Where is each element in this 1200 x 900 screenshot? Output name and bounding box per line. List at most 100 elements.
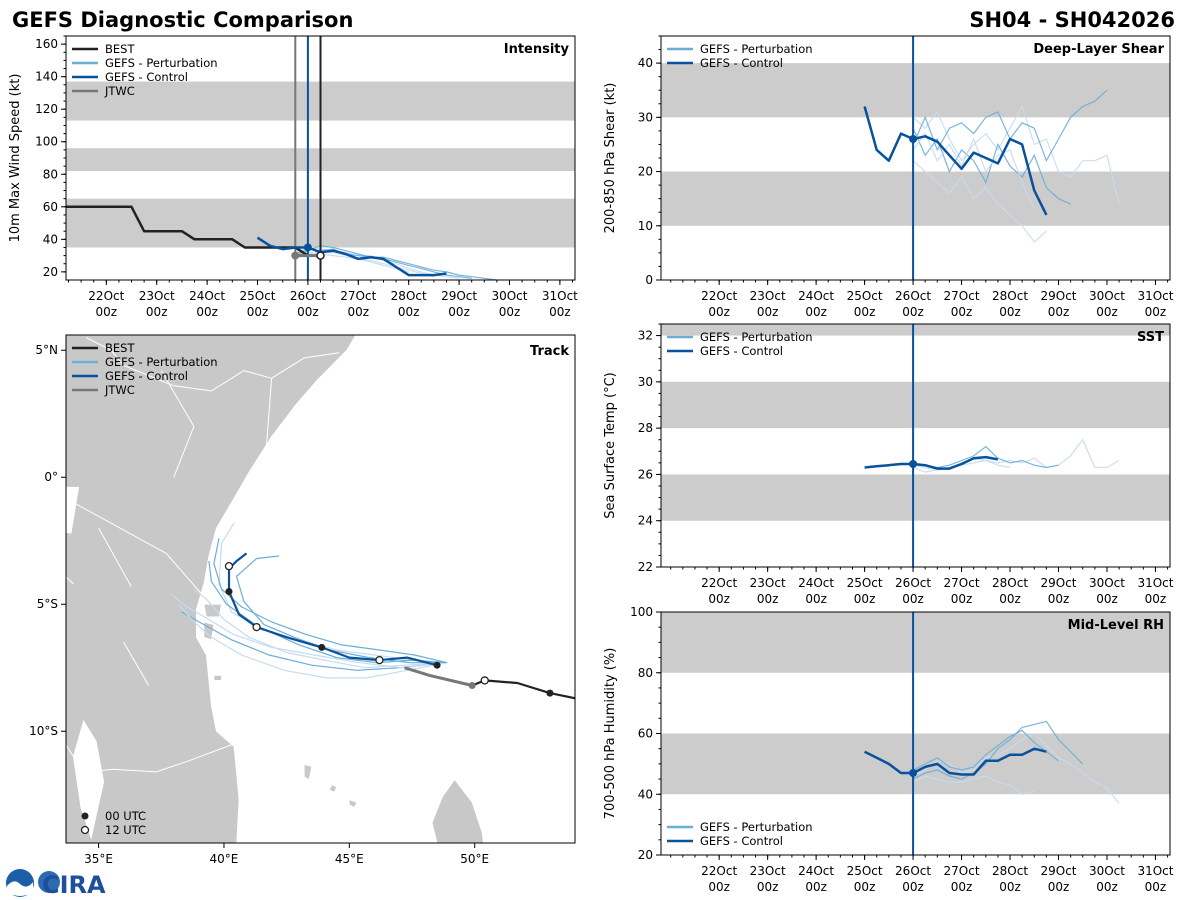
shear-xtick-day: 23Oct — [750, 289, 786, 303]
grande-comore-island — [303, 763, 313, 781]
sst-ytick-label: 24 — [638, 514, 653, 528]
sst-legend-perturbation: GEFS - Perturbation — [700, 330, 813, 344]
shear-ylabel: 200-850 hPa Shear (kt) — [603, 83, 618, 234]
country-border — [66, 744, 74, 757]
intensity-frame — [65, 35, 576, 281]
shear-data — [863, 36, 1120, 280]
country-border — [123, 642, 150, 686]
sst-xtick-hour: 00z — [1145, 592, 1167, 606]
shear-legend-perturbation: GEFS - Perturbation — [700, 42, 813, 56]
intensity-legend-control: GEFS - Control — [105, 70, 188, 84]
rh-xtick-day: 28Oct — [992, 864, 1028, 878]
pemba-island — [203, 603, 222, 618]
storm-id: SH04 - SH042026 — [969, 8, 1175, 32]
sst-xtick-hour: 00z — [1096, 592, 1118, 606]
sst-legend-control: GEFS - Control — [700, 344, 783, 358]
rh-xtick-hour: 00z — [854, 880, 876, 894]
sst-xtick-day: 27Oct — [944, 576, 980, 590]
sst-xtick-day: 24Oct — [798, 576, 834, 590]
intensity-xtick-day: 23Oct — [139, 289, 175, 303]
rh-panel: 20 40 60 80 100 22Oct 00z 23Oct 00z 24Oct 00z 25Oct… — [603, 605, 1174, 894]
rh-legend-perturbation: GEFS - Perturbation — [700, 820, 813, 834]
rh-xtick-day: 27Oct — [944, 864, 980, 878]
sst-xtick-hour: 00z — [902, 592, 924, 606]
sst-xtick-day: 22Oct — [701, 576, 737, 590]
shear-xtick-hour: 00z — [902, 305, 924, 319]
rh-xtick-day: 22Oct — [701, 864, 737, 878]
sst-xtick-hour: 00z — [805, 592, 827, 606]
intensity-xtick-hour: 00z — [448, 305, 470, 319]
track-marker-12utc — [375, 655, 384, 665]
intensity-legend-perturbation: GEFS - Perturbation — [105, 56, 218, 70]
intensity-legend-jtwc: JTWC — [104, 84, 135, 98]
intensity-xtick-day: 24Oct — [189, 289, 225, 303]
shear-xtick-day: 30Oct — [1089, 289, 1125, 303]
track-marker-00utc — [546, 689, 554, 697]
intensity-ytick-label: 120 — [35, 102, 58, 116]
rh-perturbation-line — [912, 720, 1084, 780]
intensity-xtick-hour: 00z — [348, 305, 370, 319]
rh-xtick-hour: 00z — [757, 880, 779, 894]
intensity-best-marker — [316, 251, 325, 260]
sst-xtick-day: 30Oct — [1089, 576, 1125, 590]
utc00-legend-label: 00 UTC — [105, 809, 146, 823]
intensity-ytick-label: 80 — [43, 167, 58, 181]
sst-xtick-hour: 00z — [708, 592, 730, 606]
shear-control-marker — [909, 135, 918, 144]
track-xtick-label: 45°E — [335, 852, 364, 866]
sst-series-gefs-control — [864, 455, 999, 470]
sst-control-marker — [909, 460, 918, 469]
sst-xtick-day: 29Oct — [1040, 576, 1076, 590]
shear-ytick-label: 20 — [638, 165, 653, 179]
track-ytick-label: 0° — [44, 470, 58, 484]
intensity-ytick-label: 100 — [35, 135, 58, 149]
rh-xtick-hour: 00z — [1145, 880, 1167, 894]
rh-xtick-hour: 00z — [708, 880, 730, 894]
intensity-jtwc-marker — [291, 251, 300, 260]
track-perturbation-line — [178, 603, 448, 679]
sst-xtick-hour: 00z — [951, 592, 973, 606]
track-ytick-label: 5°S — [37, 597, 58, 611]
sst-plot-area — [661, 324, 1170, 567]
anjouan-island — [328, 784, 338, 793]
cira-globe-icon — [38, 871, 60, 893]
sst-ytick-label: 32 — [638, 329, 653, 343]
rh-title: Mid-Level RH — [1068, 618, 1164, 633]
country-border — [66, 576, 74, 585]
rh-control-marker — [909, 768, 918, 777]
rh-legend-control: GEFS - Control — [700, 834, 783, 848]
track-marker-00utc — [318, 643, 326, 651]
rh-xtick-hour: 00z — [805, 880, 827, 894]
shear-ytick-label: 0 — [645, 273, 653, 287]
shear-ytick-label: 10 — [638, 219, 653, 233]
intensity-ytick-label: 140 — [35, 70, 58, 84]
rh-xtick-day: 23Oct — [750, 864, 786, 878]
shear-perturbation-line — [912, 105, 1120, 205]
sst-ylabel: Sea Surface Temp (°C) — [603, 372, 618, 519]
rh-perturbation-line — [912, 732, 1120, 804]
utc00-legend-marker — [81, 812, 89, 820]
shear-xtick-hour: 00z — [708, 305, 730, 319]
intensity-xtick-day: 29Oct — [441, 289, 477, 303]
intensity-ytick-label: 40 — [43, 232, 58, 246]
sst-panel: 22 24 26 28 30 32 22Oct 00z 23Oct 00z 24Oct 00z 25Oc… — [603, 323, 1174, 606]
shear-xtick-hour: 00z — [1048, 305, 1070, 319]
shear-xtick-day: 26Oct — [895, 289, 931, 303]
rh-ytick-label: 20 — [638, 848, 653, 862]
rh-xtick-hour: 00z — [902, 880, 924, 894]
intensity-xtick-hour: 00z — [96, 305, 118, 319]
shear-xtick-hour: 00z — [951, 305, 973, 319]
track-perturbation-line — [213, 538, 448, 664]
sst-ytick-label: 28 — [638, 421, 653, 435]
shear-panel: 0 10 20 30 40 22Oct 00z 23Oct 00z 24Oct 00z 25Oct 00… — [603, 35, 1174, 319]
rh-frame — [660, 611, 1171, 856]
shear-band — [661, 171, 1170, 226]
track-xtick-label: 35°E — [84, 852, 113, 866]
intensity-control-marker — [303, 243, 312, 252]
madagascar-land — [431, 778, 484, 843]
rh-ylabel: 700-500 hPa Humidity (%) — [603, 648, 618, 820]
track-marker-00utc — [225, 588, 233, 596]
track-legend-best: BEST — [105, 341, 135, 355]
shear-xtick-day: 25Oct — [847, 289, 883, 303]
